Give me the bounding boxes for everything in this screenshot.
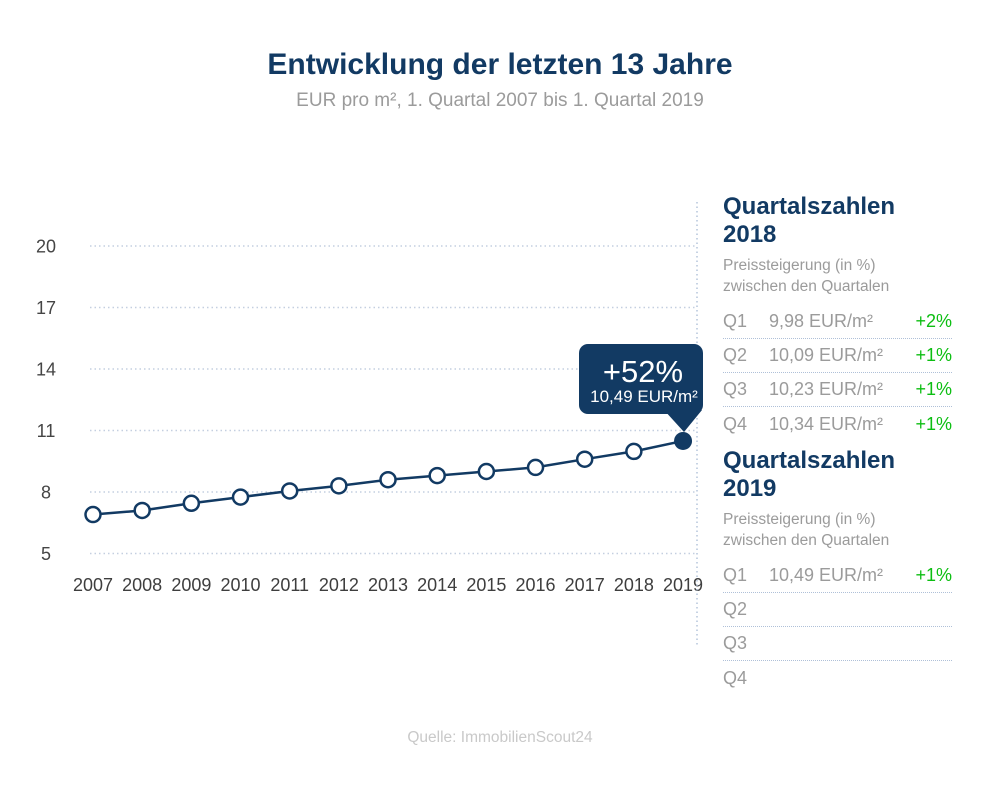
data-point-2014[interactable]	[428, 466, 446, 485]
y-tick-label: 17	[36, 298, 56, 318]
x-tick-label: 2009	[171, 575, 211, 595]
panel-subtitle: Preissteigerung (in %) zwischen den Quar…	[723, 509, 952, 551]
quarter-change: +1%	[915, 565, 952, 585]
data-point-2018[interactable]	[625, 442, 643, 461]
source-caption: Quelle: ImmobilienScout24	[407, 729, 593, 746]
quarter-change: +1%	[915, 413, 952, 434]
quarterly-panel-2019: Quartalszahlen 2019 Preissteigerung (in …	[723, 447, 952, 695]
quarter-value: 10,09 EUR/m²	[769, 345, 884, 365]
quarter-row: Q3	[723, 627, 952, 661]
quarter-label: Q3	[723, 633, 748, 653]
quarter-label: Q4	[723, 413, 748, 434]
tooltip-value: 10,49 EUR/m²	[590, 387, 698, 406]
x-tick-label: 2011	[270, 575, 309, 595]
panel-subtitle-line2: zwischen den Quartalen	[723, 278, 890, 295]
panel-title: Quartalszahlen 2019	[723, 447, 896, 502]
panel-title: Quartalszahlen 2018	[723, 193, 896, 248]
page-title: Entwicklung der letzten 13 Jahre	[267, 48, 733, 81]
data-point-2010[interactable]	[231, 488, 250, 506]
data-point-2008[interactable]	[133, 501, 151, 520]
x-tick-label: 2013	[368, 575, 408, 595]
quarter-row: Q4 10,34 EUR/m² +1%	[723, 407, 952, 441]
tooltip-percent: +52%	[603, 354, 683, 389]
quarter-row: Q1 9,98 EUR/m² +2%	[723, 305, 952, 339]
data-point-2017[interactable]	[575, 450, 594, 468]
quarter-label: Q4	[723, 667, 748, 688]
y-tick-label: 11	[37, 421, 56, 441]
tooltip-bubble	[579, 344, 703, 414]
data-point-2009[interactable]	[182, 494, 201, 513]
x-tick-label: 2007	[73, 575, 113, 595]
quarter-change: +2%	[915, 311, 952, 331]
quarter-row: Q4	[723, 661, 952, 695]
quarter-change: +1%	[915, 345, 952, 365]
data-point-2019[interactable]	[674, 431, 693, 450]
data-point-2013[interactable]	[379, 470, 397, 489]
tooltip-pointer	[664, 410, 702, 432]
x-tick-label: 2016	[516, 575, 556, 595]
quarter-label: Q3	[723, 379, 748, 399]
y-tick-label: 14	[36, 360, 56, 380]
quarter-row: Q1 10,49 EUR/m² +1%	[723, 559, 952, 593]
x-tick-label: 2015	[466, 575, 506, 595]
quarter-row: Q3 10,23 EUR/m² +1%	[723, 373, 952, 407]
quarter-label: Q2	[723, 345, 748, 365]
quarter-label: Q2	[723, 599, 748, 619]
data-point-2012[interactable]	[330, 477, 348, 495]
data-point-2011[interactable]	[280, 482, 299, 500]
x-tick-label: 2019	[663, 575, 703, 595]
quarter-row: Q2 10,09 EUR/m² +1%	[723, 339, 952, 373]
quarter-row: Q2	[723, 593, 952, 627]
x-tick-label: 2014	[417, 575, 457, 595]
x-tick-label: 2012	[319, 575, 359, 595]
y-tick-label: 5	[41, 544, 51, 564]
quarter-value: 10,49 EUR/m²	[769, 565, 884, 585]
data-point-2016[interactable]	[526, 458, 545, 477]
data-point-2015[interactable]	[477, 462, 496, 481]
quarter-label: Q1	[723, 565, 748, 585]
panel-subtitle-line1: Preissteigerung (in %)	[723, 257, 876, 274]
x-tick-label: 2018	[614, 575, 654, 595]
panel-subtitle-line2: zwischen den Quartalen	[723, 532, 890, 549]
page-subtitle: EUR pro m², 1. Quartal 2007 bis 1. Quart…	[296, 90, 704, 111]
quarter-change: +1%	[915, 379, 952, 399]
data-point-2007[interactable]	[84, 505, 102, 524]
quarter-value: 9,98 EUR/m²	[769, 311, 874, 331]
tooltip-callout: +52%10,49 EUR/m²	[579, 344, 703, 432]
quarter-value: 10,34 EUR/m²	[769, 413, 884, 434]
quarterly-panel-2018: Quartalszahlen 2018 Preissteigerung (in …	[723, 193, 952, 441]
x-tick-label: 2010	[220, 575, 260, 595]
panel-subtitle: Preissteigerung (in %) zwischen den Quar…	[723, 255, 952, 297]
quarter-label: Q1	[723, 311, 748, 331]
quarter-value: 10,23 EUR/m²	[769, 379, 884, 399]
y-tick-label: 20	[36, 237, 56, 257]
panel-subtitle-line1: Preissteigerung (in %)	[723, 511, 876, 528]
y-tick-label: 8	[41, 483, 51, 503]
x-tick-label: 2008	[122, 575, 162, 595]
x-tick-label: 2017	[565, 575, 605, 595]
